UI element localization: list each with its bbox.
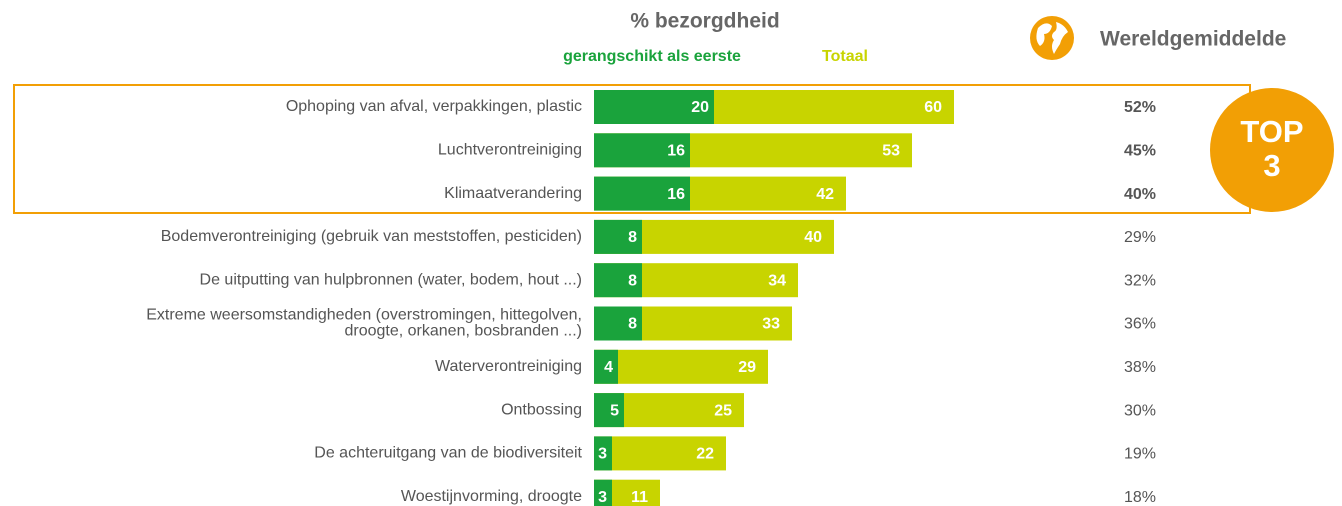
legend-entry: Totaal xyxy=(822,48,868,65)
category-label: Bodemverontreiniging (gebruik van mestst… xyxy=(161,228,582,245)
bar xyxy=(594,133,690,168)
category-label: Waterverontreiniging xyxy=(435,358,582,375)
world-average-label: 38% xyxy=(1124,359,1156,376)
category-label: Ophoping van afval, verpakkingen, plasti… xyxy=(286,98,582,115)
legend-entry: gerangschikt als eerste xyxy=(563,48,741,65)
category-label: Klimaatverandering xyxy=(444,185,582,202)
bar xyxy=(594,436,612,471)
category-label: Ontbossing xyxy=(501,401,582,418)
value-label: 8 xyxy=(628,272,637,289)
value-label: 42 xyxy=(816,186,834,203)
value-label: 25 xyxy=(714,402,732,419)
value-label: 16 xyxy=(667,186,685,203)
bar xyxy=(594,393,624,428)
world-average-label: 30% xyxy=(1124,402,1156,419)
bar xyxy=(594,306,642,341)
world-average-label: 45% xyxy=(1124,143,1156,160)
bar xyxy=(594,263,642,298)
value-label: 3 xyxy=(598,446,607,463)
category-label: Luchtverontreiniging xyxy=(438,142,582,159)
world-average-label: 18% xyxy=(1124,489,1156,506)
value-label: 40 xyxy=(804,229,822,246)
bar xyxy=(594,176,690,211)
value-label: 20 xyxy=(691,99,709,116)
bar xyxy=(594,349,618,384)
category-label: De uitputting van hulpbronnen (water, bo… xyxy=(200,271,582,288)
value-label: 8 xyxy=(628,316,637,333)
value-label: 60 xyxy=(924,99,942,116)
world-average-label: 19% xyxy=(1124,446,1156,463)
value-label: 33 xyxy=(762,316,780,333)
world-average-label: 52% xyxy=(1124,99,1156,116)
category-label: Woestijnvorming, droogte xyxy=(401,488,582,505)
bar xyxy=(594,219,642,254)
value-label: 22 xyxy=(696,446,714,463)
badge-label: 3 xyxy=(1263,148,1280,183)
value-label: 3 xyxy=(598,489,607,506)
chart-title: % bezorgdheid xyxy=(630,10,779,33)
world-average-label: 29% xyxy=(1124,229,1156,246)
value-label: 11 xyxy=(631,489,648,506)
world-average-label: 40% xyxy=(1124,186,1156,203)
value-label: 8 xyxy=(628,229,637,246)
top-badge xyxy=(1210,88,1334,212)
value-label: 5 xyxy=(610,402,619,419)
value-label: 53 xyxy=(882,143,900,160)
category-label: Extreme weersomstandigheden (overstromin… xyxy=(146,307,582,340)
category-label: De achteruitgang van de biodiversiteit xyxy=(314,445,582,462)
value-label: 16 xyxy=(667,143,685,160)
globe-icon xyxy=(1030,16,1074,60)
value-label: 29 xyxy=(738,359,756,376)
bar xyxy=(594,436,726,471)
column-title: Wereldgemiddelde xyxy=(1100,28,1286,51)
value-label: 4 xyxy=(604,359,613,376)
bar xyxy=(594,349,768,384)
world-average-label: 32% xyxy=(1124,272,1156,289)
value-label: 34 xyxy=(768,272,786,289)
world-average-label: 36% xyxy=(1124,316,1156,333)
badge-label: TOP xyxy=(1240,114,1303,149)
bar xyxy=(594,90,714,124)
bar xyxy=(594,479,612,506)
